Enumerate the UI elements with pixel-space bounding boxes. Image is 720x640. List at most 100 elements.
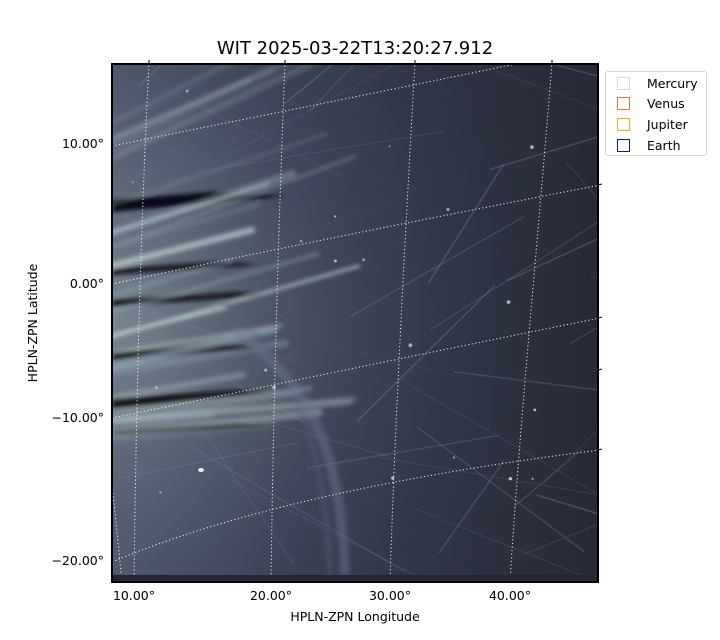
legend-label: Earth	[647, 137, 681, 153]
streak	[489, 136, 598, 171]
streak	[536, 494, 598, 515]
x-tick-label: 40.00°	[489, 588, 531, 603]
star-dot	[506, 300, 511, 304]
streak	[307, 434, 500, 469]
streak	[416, 426, 585, 553]
edge-tick	[597, 183, 603, 186]
streak	[222, 475, 431, 582]
star-dot	[530, 145, 534, 149]
y-tick-label: −10.00°	[51, 410, 104, 425]
streak	[318, 341, 457, 377]
bright-spot	[198, 468, 204, 472]
star-dot	[388, 145, 391, 148]
streamer	[112, 182, 270, 234]
legend-swatch	[617, 138, 630, 152]
streamer	[112, 385, 313, 416]
streak	[565, 161, 598, 200]
streak	[202, 430, 295, 566]
streak	[129, 133, 206, 164]
x-tick-label: 10.00°	[113, 588, 155, 603]
streamer	[112, 132, 328, 207]
streamer	[112, 371, 247, 401]
x-axis-label: HPLN-ZPN Longitude	[290, 609, 420, 624]
legend-item-mercury: Mercury	[617, 75, 698, 91]
star-dot	[531, 477, 534, 480]
edge-tick	[597, 316, 603, 319]
plot-frame	[111, 63, 599, 583]
star-dot	[155, 386, 158, 389]
front-arc	[231, 326, 350, 576]
front-arc	[218, 297, 333, 576]
streak	[241, 413, 389, 458]
y-tick-label: −20.00°	[51, 553, 104, 568]
streamer	[112, 64, 319, 162]
curved-front	[218, 297, 350, 576]
grid-edge-ticks	[148, 60, 603, 451]
star-dot	[508, 476, 513, 481]
streak	[159, 86, 343, 178]
streamer	[112, 411, 215, 433]
streak	[429, 221, 598, 331]
legend-label: Venus	[647, 95, 685, 111]
streak	[194, 448, 407, 573]
legend-item-venus: Venus	[617, 95, 685, 111]
streak	[212, 370, 308, 425]
streak	[379, 456, 598, 496]
streak	[137, 64, 163, 88]
streak	[453, 370, 598, 391]
grid-meridian	[509, 64, 553, 582]
streamer	[112, 202, 261, 249]
y-axis-label: HPLN-ZPN Latitude	[25, 263, 40, 382]
streak	[543, 429, 598, 484]
streak	[194, 130, 445, 173]
streamer	[112, 155, 356, 249]
y-tick-label: 0.00°	[70, 276, 104, 291]
streak	[281, 204, 383, 241]
edge-tick	[597, 448, 603, 451]
streamer	[112, 252, 320, 314]
star-dot	[408, 343, 413, 348]
grid-parallel	[112, 449, 598, 563]
legend-label: Jupiter	[647, 116, 688, 132]
legend-swatch	[617, 96, 630, 110]
star-dot	[391, 476, 395, 480]
star-dot	[131, 181, 134, 184]
streamer-streaks	[112, 64, 598, 582]
streamer	[112, 64, 293, 141]
star-dot	[299, 239, 303, 243]
streamer	[112, 264, 361, 339]
dark-band	[112, 390, 272, 408]
streamer	[112, 226, 256, 269]
streak	[415, 508, 598, 582]
streak	[494, 69, 598, 110]
streak	[588, 275, 598, 281]
star-dot	[533, 408, 537, 412]
streamer	[112, 259, 233, 298]
streamer	[112, 422, 273, 443]
streak	[283, 64, 335, 105]
star-dot	[334, 215, 337, 218]
streamer	[112, 408, 323, 438]
legend-item-earth: Earth	[617, 137, 681, 153]
x-tick-label: 20.00°	[250, 588, 292, 603]
star-dot	[264, 368, 268, 372]
grid-meridian	[112, 481, 123, 582]
legend-label: Mercury	[647, 75, 698, 91]
streak	[512, 448, 583, 508]
streak	[427, 163, 505, 284]
x-tick-label: 30.00°	[369, 588, 411, 603]
streak	[124, 216, 294, 324]
plot-title: WIT 2025-03-22T13:20:27.912	[216, 38, 494, 59]
legend-item-jupiter: Jupiter	[617, 116, 688, 132]
coronagraph-image	[112, 64, 598, 582]
streamer	[112, 64, 234, 127]
streak	[438, 460, 505, 554]
streak	[309, 64, 356, 112]
star-dot	[452, 456, 455, 459]
legend-swatch	[617, 76, 630, 90]
star-dot	[272, 385, 276, 390]
star-dot	[362, 258, 365, 262]
streak	[522, 523, 598, 556]
star-dot	[446, 207, 450, 212]
edge-tick	[597, 368, 603, 371]
